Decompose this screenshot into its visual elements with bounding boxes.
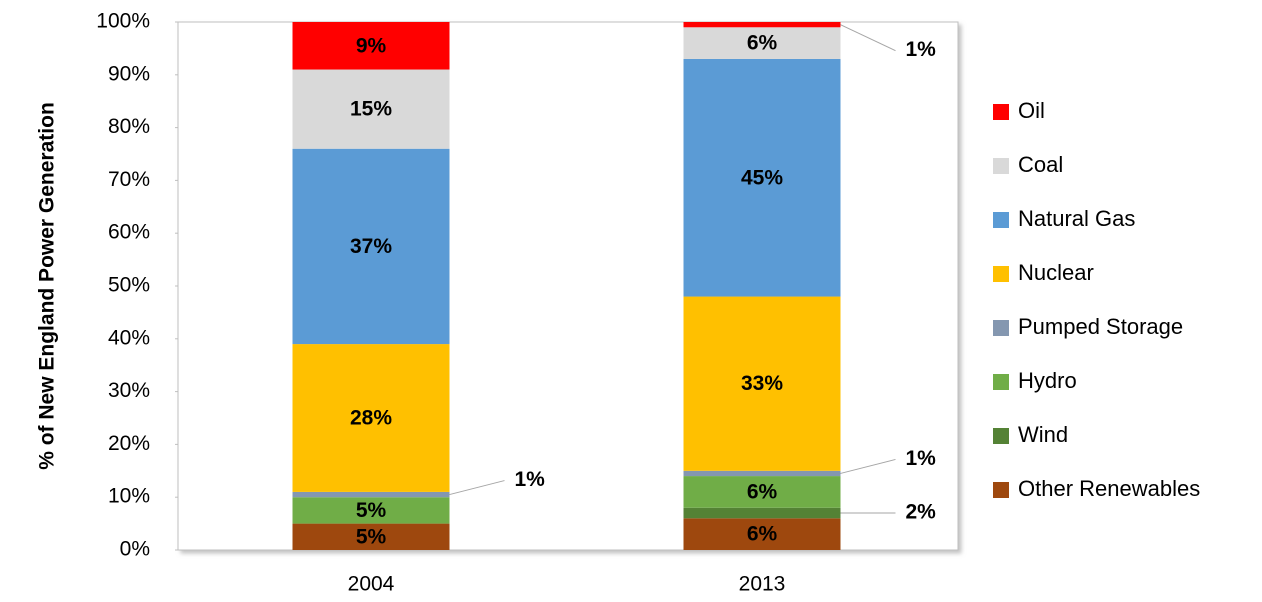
legend-label: Oil	[1018, 98, 1045, 123]
y-tick-label: 40%	[108, 326, 150, 349]
y-tick-label: 80%	[108, 115, 150, 138]
y-tick-label: 20%	[108, 432, 150, 455]
y-tick-label: 90%	[108, 62, 150, 85]
legend-swatch	[993, 482, 1009, 498]
value-label: 6%	[747, 523, 778, 546]
y-tick-label: 70%	[108, 168, 150, 191]
legend-label: Wind	[1018, 422, 1068, 447]
value-label: 37%	[350, 235, 392, 258]
legend-label: Pumped Storage	[1018, 314, 1183, 339]
bar-segment	[292, 69, 450, 149]
value-label: 28%	[350, 407, 392, 430]
bar-segment	[683, 470, 841, 477]
value-label: 15%	[350, 98, 392, 121]
legend-swatch	[993, 320, 1009, 336]
value-label: 1%	[515, 468, 546, 491]
legend-label: Hydro	[1018, 368, 1077, 393]
legend-swatch	[993, 104, 1009, 120]
bar-segment	[683, 476, 841, 508]
bar-segment	[292, 497, 450, 524]
bar-segment	[683, 507, 841, 519]
leader-line	[840, 458, 896, 474]
leader-line	[449, 480, 505, 496]
bar-segment	[683, 22, 841, 28]
y-axis-label: % of New England Power Generation	[36, 102, 59, 470]
legend-label: Other Renewables	[1018, 476, 1200, 501]
legend-label: Nuclear	[1018, 260, 1094, 285]
legend-swatch	[993, 374, 1009, 390]
x-tick-label: 2013	[739, 573, 786, 596]
bar-segment	[683, 27, 841, 59]
legend-swatch	[993, 158, 1009, 174]
y-tick-label: 60%	[108, 221, 150, 244]
value-label: 33%	[741, 372, 783, 395]
x-tick-label: 2004	[348, 573, 395, 596]
bar-segment	[292, 491, 450, 498]
value-label: 9%	[356, 34, 387, 57]
y-tick-label: 100%	[96, 10, 150, 33]
bar-segment	[292, 148, 450, 345]
value-label: 45%	[741, 166, 783, 189]
value-label: 5%	[356, 499, 387, 522]
bar-segment	[292, 22, 450, 70]
leader-line	[840, 24, 896, 52]
y-tick-label: 10%	[108, 485, 150, 508]
legend-swatch	[993, 266, 1009, 282]
legend-label: Natural Gas	[1018, 206, 1135, 231]
y-tick-label: 0%	[120, 538, 150, 561]
bar-segment	[292, 523, 450, 550]
value-label: 2%	[906, 501, 937, 524]
legend-label: Coal	[1018, 152, 1063, 177]
bar-segment	[292, 344, 450, 492]
value-label: 6%	[747, 32, 778, 55]
value-label: 1%	[906, 38, 937, 61]
bar-segment	[683, 518, 841, 550]
value-label: 1%	[906, 447, 937, 470]
value-label: 6%	[747, 480, 778, 503]
legend-swatch	[993, 428, 1009, 444]
y-tick-label: 30%	[108, 379, 150, 402]
bar-segment	[683, 296, 841, 471]
bar-segment	[683, 58, 841, 297]
legend-swatch	[993, 212, 1009, 228]
value-label: 5%	[356, 525, 387, 548]
y-tick-label: 50%	[108, 274, 150, 297]
